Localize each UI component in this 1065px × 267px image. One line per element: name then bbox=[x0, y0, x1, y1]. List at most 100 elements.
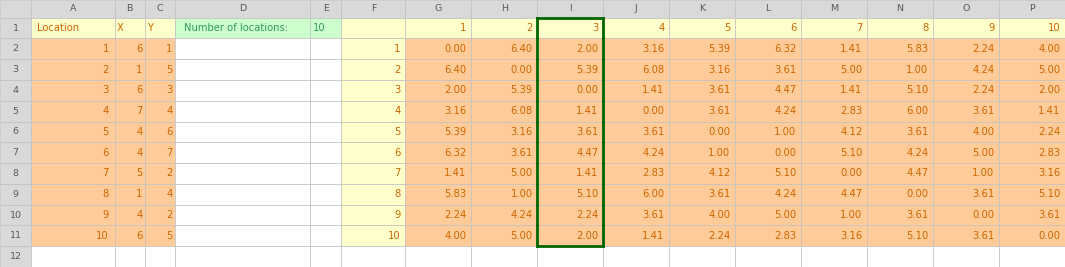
Text: 6.40: 6.40 bbox=[510, 44, 532, 54]
Text: 0.00: 0.00 bbox=[708, 127, 731, 137]
Text: 5.39: 5.39 bbox=[510, 85, 532, 95]
Bar bbox=[0, 101, 31, 121]
Text: 6: 6 bbox=[136, 44, 143, 54]
Bar bbox=[175, 59, 310, 80]
Text: 5.00: 5.00 bbox=[510, 231, 532, 241]
Text: 5: 5 bbox=[136, 168, 143, 179]
Bar bbox=[0, 59, 31, 80]
Text: 3.61: 3.61 bbox=[708, 106, 731, 116]
Text: 5.10: 5.10 bbox=[840, 148, 863, 158]
Text: 5.39: 5.39 bbox=[444, 127, 466, 137]
Text: 4: 4 bbox=[136, 127, 143, 137]
Text: 6: 6 bbox=[136, 231, 143, 241]
Text: 0.00: 0.00 bbox=[642, 106, 665, 116]
Bar bbox=[735, 101, 801, 121]
Text: 0.00: 0.00 bbox=[576, 85, 599, 95]
Text: 2.24: 2.24 bbox=[1038, 127, 1061, 137]
Text: 1.00: 1.00 bbox=[774, 127, 797, 137]
Bar bbox=[867, 184, 933, 205]
Bar bbox=[31, 205, 115, 225]
Bar bbox=[867, 246, 933, 267]
Text: 5.10: 5.10 bbox=[906, 85, 929, 95]
Bar bbox=[735, 246, 801, 267]
Text: 5.83: 5.83 bbox=[444, 189, 466, 199]
Text: 2: 2 bbox=[166, 210, 173, 220]
Bar bbox=[537, 205, 603, 225]
Bar bbox=[471, 80, 537, 101]
Text: 1.41: 1.41 bbox=[840, 44, 863, 54]
Bar bbox=[342, 38, 405, 59]
Text: 9: 9 bbox=[102, 210, 109, 220]
Bar bbox=[0, 121, 31, 142]
Bar bbox=[471, 121, 537, 142]
Text: 0.00: 0.00 bbox=[1038, 231, 1061, 241]
Bar bbox=[405, 246, 471, 267]
Bar bbox=[603, 246, 669, 267]
Bar bbox=[175, 142, 310, 163]
Bar bbox=[603, 163, 669, 184]
Bar bbox=[342, 246, 405, 267]
Bar bbox=[31, 59, 115, 80]
Bar bbox=[537, 246, 603, 267]
Bar bbox=[471, 142, 537, 163]
Text: 4: 4 bbox=[658, 23, 665, 33]
Bar bbox=[31, 142, 115, 163]
Bar bbox=[310, 59, 342, 80]
Bar bbox=[31, 18, 115, 38]
Text: 3.61: 3.61 bbox=[708, 85, 731, 95]
Text: 10: 10 bbox=[388, 231, 400, 241]
Text: 5.10: 5.10 bbox=[1038, 189, 1061, 199]
Text: 4: 4 bbox=[394, 106, 400, 116]
Bar bbox=[145, 38, 175, 59]
Text: Number of locations:: Number of locations: bbox=[184, 23, 289, 33]
Bar bbox=[0, 225, 31, 246]
Bar bbox=[310, 0, 342, 18]
Text: H: H bbox=[501, 4, 508, 13]
Text: 2.24: 2.24 bbox=[444, 210, 466, 220]
Text: I: I bbox=[569, 4, 572, 13]
Text: 0.00: 0.00 bbox=[444, 44, 466, 54]
Text: 6.08: 6.08 bbox=[510, 106, 532, 116]
Text: 3.16: 3.16 bbox=[1038, 168, 1061, 179]
Bar bbox=[175, 0, 310, 18]
Bar bbox=[115, 59, 145, 80]
Text: 0.00: 0.00 bbox=[510, 65, 532, 74]
Bar bbox=[603, 142, 669, 163]
Text: 2.83: 2.83 bbox=[840, 106, 863, 116]
Bar bbox=[603, 184, 669, 205]
Text: 1.41: 1.41 bbox=[642, 85, 665, 95]
Text: 6: 6 bbox=[136, 85, 143, 95]
Text: 3: 3 bbox=[394, 85, 400, 95]
Bar bbox=[537, 142, 603, 163]
Bar bbox=[999, 18, 1065, 38]
Text: 4.24: 4.24 bbox=[972, 65, 995, 74]
Bar bbox=[735, 59, 801, 80]
Bar bbox=[145, 205, 175, 225]
Text: 3.61: 3.61 bbox=[576, 127, 599, 137]
Bar bbox=[603, 101, 669, 121]
Bar bbox=[669, 0, 735, 18]
Bar bbox=[999, 59, 1065, 80]
Text: 5: 5 bbox=[166, 65, 173, 74]
Text: 0.00: 0.00 bbox=[774, 148, 797, 158]
Text: A: A bbox=[69, 4, 77, 13]
Text: 6.40: 6.40 bbox=[444, 65, 466, 74]
Text: 1: 1 bbox=[136, 65, 143, 74]
Bar bbox=[867, 163, 933, 184]
Text: 4.00: 4.00 bbox=[1038, 44, 1061, 54]
Bar bbox=[867, 18, 933, 38]
Bar bbox=[669, 184, 735, 205]
Bar bbox=[801, 101, 867, 121]
Bar bbox=[867, 38, 933, 59]
Bar bbox=[867, 0, 933, 18]
Bar bbox=[310, 205, 342, 225]
Text: 1.41: 1.41 bbox=[444, 168, 466, 179]
Text: 5.00: 5.00 bbox=[972, 148, 995, 158]
Bar bbox=[999, 142, 1065, 163]
Text: 3.16: 3.16 bbox=[510, 127, 532, 137]
Text: 4: 4 bbox=[13, 86, 18, 95]
Bar bbox=[669, 101, 735, 121]
Bar bbox=[175, 80, 310, 101]
Text: 3: 3 bbox=[13, 65, 19, 74]
Text: 3.61: 3.61 bbox=[708, 189, 731, 199]
